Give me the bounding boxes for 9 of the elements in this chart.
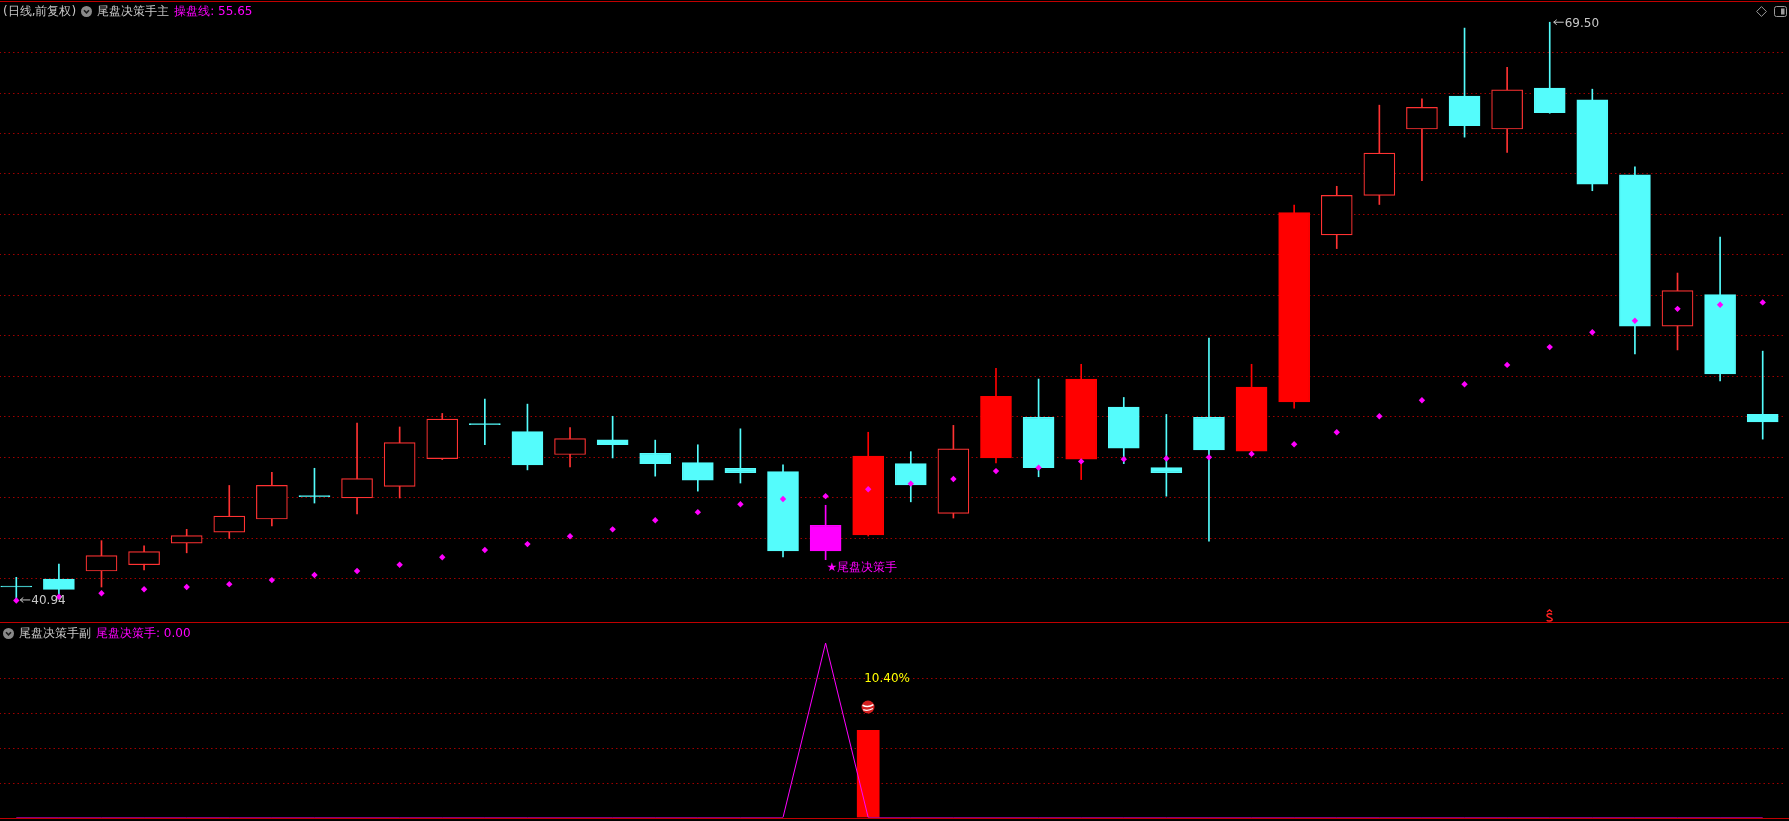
annotation: 10.40%: [864, 670, 910, 685]
chart-title: 尾盘决策手副: [19, 626, 91, 640]
annotation: 69.50: [1564, 15, 1600, 30]
chart-subtitle: 尾盘决策手主: [97, 4, 170, 18]
text: 尾盘决策手: 0.00: [96, 626, 191, 640]
text: 操盘线: 55.65: [174, 4, 253, 18]
annotation: 40.94: [31, 593, 66, 608]
text: ★尾盘决策手: [826, 559, 898, 574]
chart-title: (日线,前复权): [3, 4, 77, 18]
